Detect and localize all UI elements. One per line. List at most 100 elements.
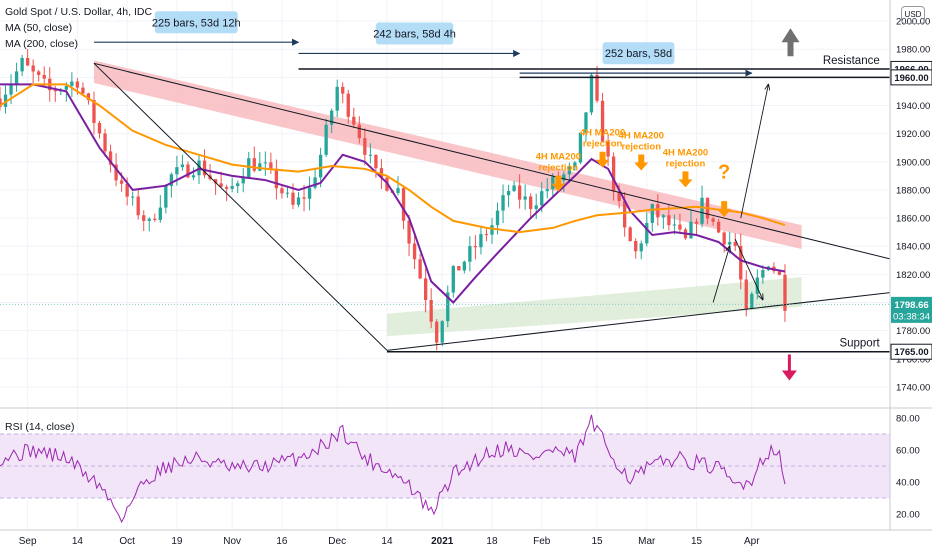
price-tick-label: 1820.00 — [896, 270, 930, 281]
candle-body — [14, 71, 19, 84]
candle-body — [529, 196, 533, 209]
candle-body — [495, 210, 500, 226]
candle-body — [744, 279, 748, 309]
candle-body — [213, 179, 218, 184]
candle-body — [158, 207, 162, 220]
ma50-legend: MA (50, close) — [5, 22, 73, 34]
support-label: Support — [839, 338, 880, 350]
candle-body — [42, 75, 46, 79]
candle-body — [457, 266, 461, 271]
rejection-arrow — [551, 175, 566, 192]
candle-body — [440, 321, 444, 343]
candle-body — [733, 242, 737, 247]
candle-body — [191, 175, 196, 178]
rejection-arrow — [678, 171, 693, 188]
candle-body — [142, 215, 146, 221]
support-zone — [386, 277, 802, 337]
candle-body — [108, 151, 113, 165]
candle-body — [661, 215, 666, 218]
candle-body — [639, 243, 643, 252]
rejection-label: rejection — [621, 142, 661, 153]
candle-body — [462, 261, 467, 271]
candle-body — [606, 141, 610, 157]
time-tick-label: Apr — [744, 536, 760, 547]
candle-body — [186, 164, 190, 178]
time-tick-label: Nov — [223, 536, 241, 547]
candle-body — [517, 185, 522, 200]
candle-body — [396, 188, 400, 194]
price-tick-label: 1940.00 — [896, 101, 930, 112]
time-tick-label: Mar — [638, 536, 656, 547]
price-tag-1765: 1765.00 — [894, 347, 928, 358]
candle-body — [318, 154, 323, 178]
candle-body — [479, 234, 483, 248]
candle-body — [202, 160, 207, 176]
candle-body — [645, 222, 649, 244]
candle-body — [540, 191, 544, 206]
price-tick-label: 1780.00 — [896, 326, 930, 337]
price-tag-1960-bg — [890, 69, 932, 86]
candle-body — [656, 204, 660, 218]
candle-body — [418, 259, 422, 279]
candle-body — [131, 196, 135, 198]
big-down-arrow — [781, 354, 797, 381]
projection-path-down — [734, 238, 763, 299]
candle-body — [611, 156, 616, 192]
candle-body — [423, 278, 428, 301]
candle-body — [25, 57, 30, 66]
bar-count-label: 252 bars, 58d — [605, 48, 672, 60]
rejection-label: rejection — [666, 158, 706, 169]
pattern-leg-line — [93, 62, 388, 351]
candle-body — [412, 243, 417, 260]
time-tick-label: Feb — [533, 536, 551, 547]
candle-body — [694, 221, 699, 224]
candle-body — [468, 246, 472, 262]
big-up-arrow — [781, 28, 800, 57]
candle-body — [716, 221, 721, 233]
candle-body — [562, 174, 566, 181]
candle-body — [280, 188, 284, 194]
candle-body — [147, 218, 151, 221]
support-trendline — [386, 292, 891, 351]
candle-body — [567, 166, 572, 175]
candle-body — [324, 124, 328, 155]
candle-body — [623, 201, 627, 228]
candle-body — [761, 270, 765, 278]
candle-body — [783, 274, 787, 311]
candle-body — [236, 183, 240, 187]
candle-body — [490, 225, 494, 235]
candle-body — [368, 154, 373, 156]
candle-body — [119, 180, 124, 184]
rejection-label: 4H MA200 — [619, 131, 664, 142]
candle-body — [739, 246, 743, 280]
candle-body — [224, 187, 229, 189]
time-tick-label: 14 — [72, 536, 84, 547]
candle-body — [125, 183, 129, 197]
ma50-line — [0, 83, 786, 304]
candle-body — [263, 162, 267, 164]
rsi-line — [0, 414, 786, 524]
candle-body — [446, 292, 450, 322]
time-tick-label: 15 — [691, 536, 703, 547]
candle-body — [650, 204, 654, 223]
bar-count-callout — [375, 22, 454, 45]
candle-body — [617, 191, 621, 202]
candle-body — [285, 192, 290, 194]
currency-button[interactable]: USD — [901, 6, 925, 24]
candle-body — [269, 162, 273, 169]
time-tick-label: 14 — [381, 536, 393, 547]
rsi-tick-label: 60.00 — [896, 446, 920, 457]
candle-body — [678, 224, 682, 230]
candle-body — [512, 185, 516, 191]
price-tag-1960: 1960.00 — [894, 73, 928, 84]
price-tick-label: 1880.00 — [896, 185, 930, 196]
candle-body — [551, 176, 555, 190]
candle-body — [435, 321, 439, 343]
time-tick-label: Oct — [119, 536, 135, 547]
time-tick-label: Dec — [328, 536, 346, 547]
candle-body — [330, 110, 334, 125]
candle-body — [777, 271, 782, 275]
candle-body — [589, 74, 594, 113]
